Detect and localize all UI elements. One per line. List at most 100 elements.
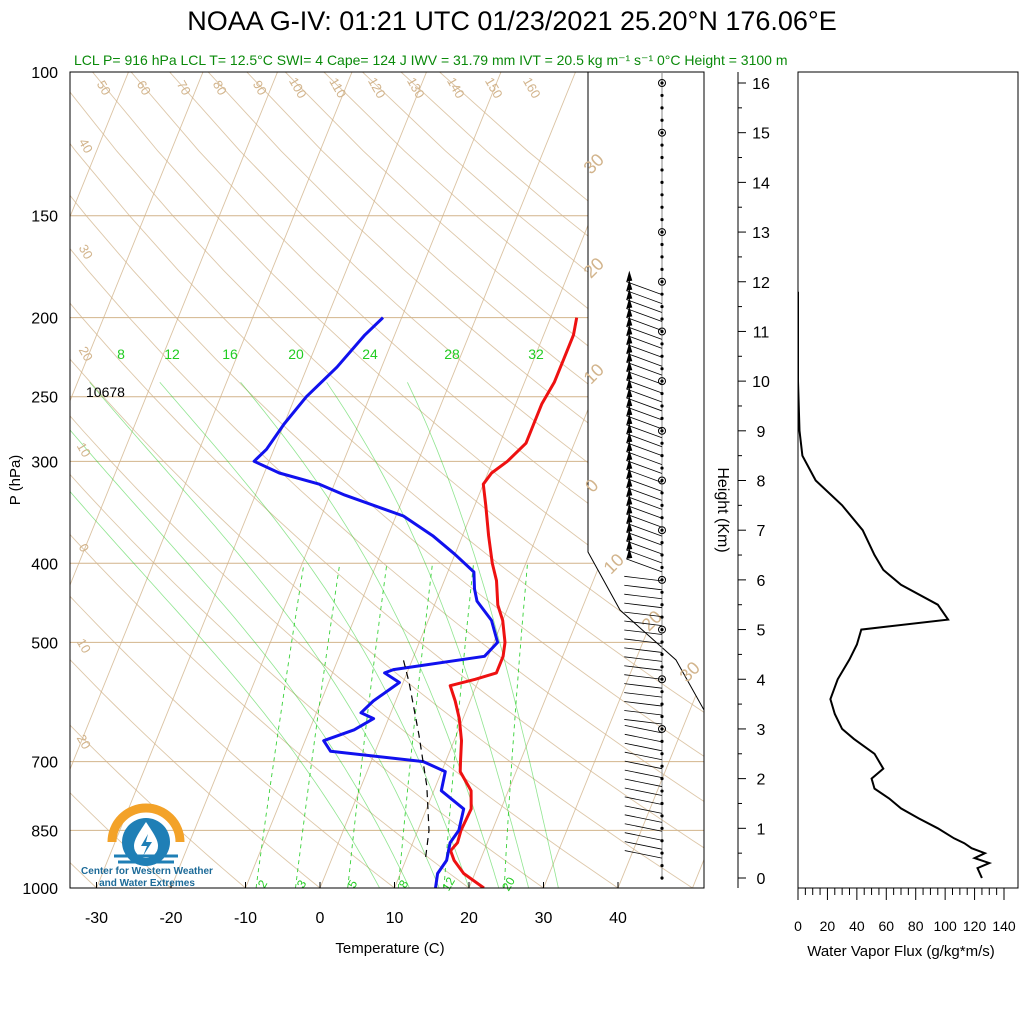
wind-barb-flag [626, 440, 633, 452]
height-tick-label: 0 [757, 871, 766, 888]
barb-dot [660, 404, 664, 408]
wind-barb [624, 796, 663, 805]
wind-barb [626, 513, 663, 528]
dry-adiabat-line [70, 533, 470, 888]
barb-dot [660, 180, 664, 184]
barb-dot [660, 627, 664, 632]
height-tick-label: 12 [752, 275, 770, 292]
wind-barb [624, 769, 663, 779]
wind-barb [624, 593, 663, 600]
height-tick-label: 10 [752, 374, 770, 391]
barb-dot [660, 516, 664, 520]
wind-barb-flag [626, 395, 633, 407]
barb-calm-circle [658, 526, 666, 535]
wind-barb [626, 352, 663, 367]
isotherm-label: 30 [76, 242, 96, 262]
dry-adiabat-line [400, 72, 704, 326]
wind-barb [626, 334, 663, 349]
mixing-ratio-label: 8 [117, 346, 125, 362]
barb-dot [660, 702, 664, 706]
flux-tick-label: 140 [992, 918, 1016, 934]
wind-barb [624, 814, 663, 823]
wind-barb [624, 832, 663, 841]
moist-adiabat-line [70, 490, 380, 888]
barb-dot [660, 640, 664, 644]
dry-adiabat-line [70, 194, 704, 757]
isotherm-label: 110 [326, 75, 349, 100]
skewt-plot-frame [69, 71, 705, 889]
barb-dot [660, 81, 664, 85]
barb-dot [660, 727, 664, 731]
wind-barb-flag [626, 512, 633, 524]
dry-adiabat-line [70, 724, 247, 888]
dry-adiabat-line [207, 72, 704, 509]
wind-barb-flag [626, 306, 633, 318]
barb-calm-circle [658, 575, 666, 584]
dry-adiabat-line [70, 473, 545, 888]
wind-barb [626, 370, 663, 385]
wind-barb [624, 575, 663, 582]
mixing-ratio-label: 32 [528, 346, 544, 362]
wind-barb [624, 665, 663, 671]
wind-barb-flag [626, 333, 633, 345]
barb-dot [660, 466, 664, 470]
barb-calm-circle [658, 625, 666, 634]
barb-dot [660, 155, 664, 160]
wind-barb [626, 469, 663, 483]
barb-dot [660, 541, 664, 545]
moist-adiabat-line [240, 382, 500, 888]
wind-barb-flag [626, 458, 633, 470]
barb-dot [660, 93, 664, 98]
wind-barb [626, 281, 663, 296]
moist-adiabat-line [326, 382, 529, 888]
mixing-ratio-bottom-label: 12 [439, 874, 458, 893]
barb-dot [660, 255, 664, 259]
wind-barb [624, 710, 663, 716]
wind-barb [626, 406, 663, 421]
pressure-tick-label: 400 [31, 556, 58, 573]
mixing-ratio-label: 28 [444, 346, 460, 362]
wind-barb [626, 299, 663, 313]
barb-dot [660, 280, 664, 284]
mixing-ratio-label: 24 [362, 346, 378, 362]
wind-barb [624, 638, 663, 644]
isotherm-line [767, 72, 1024, 888]
wind-barb-flag [626, 369, 633, 381]
y-axis-label: P (hPa) [7, 455, 24, 506]
barb-dot [660, 590, 664, 594]
dry-adiabat-line [70, 595, 396, 888]
wind-barb [624, 733, 663, 743]
barb-dot [660, 789, 664, 793]
barb-dot [660, 478, 664, 483]
wind-barb [624, 611, 663, 618]
barb-dot [660, 292, 664, 296]
isotherm-label: 100 [286, 75, 310, 101]
isotherm-label: 160 [520, 75, 544, 101]
wind-barb-flag [626, 547, 633, 559]
wind-barb-flag [626, 538, 633, 550]
barb-dot [660, 131, 664, 135]
barb-dot [660, 826, 664, 830]
barb-dot [660, 429, 664, 433]
height-tick-label: 14 [752, 175, 770, 192]
temperature-tick-label: 20 [460, 910, 478, 927]
barb-dot [660, 267, 664, 271]
barb-dot [660, 553, 664, 557]
wind-barb-flag [626, 422, 633, 434]
wind-barb-flag [626, 413, 633, 425]
wind-barb [626, 540, 663, 555]
wind-barb [626, 361, 663, 376]
flux-x-axis-label: Water Vapor Flux (g/kg*m/s) [807, 943, 995, 960]
barb-calm-circle [658, 377, 666, 386]
barb-dot [660, 367, 664, 371]
temperature-tick-label: 10 [386, 910, 404, 927]
barb-calm-circle [658, 128, 666, 137]
wind-barb [626, 549, 663, 564]
barb-dot [660, 764, 664, 768]
dry-adiabat-line [92, 72, 704, 629]
dry-adiabat-line [169, 72, 704, 548]
pressure-tick-label: 700 [31, 755, 58, 772]
wind-barb [624, 647, 663, 653]
wind-barb [624, 692, 663, 698]
wind-barb [624, 683, 663, 689]
